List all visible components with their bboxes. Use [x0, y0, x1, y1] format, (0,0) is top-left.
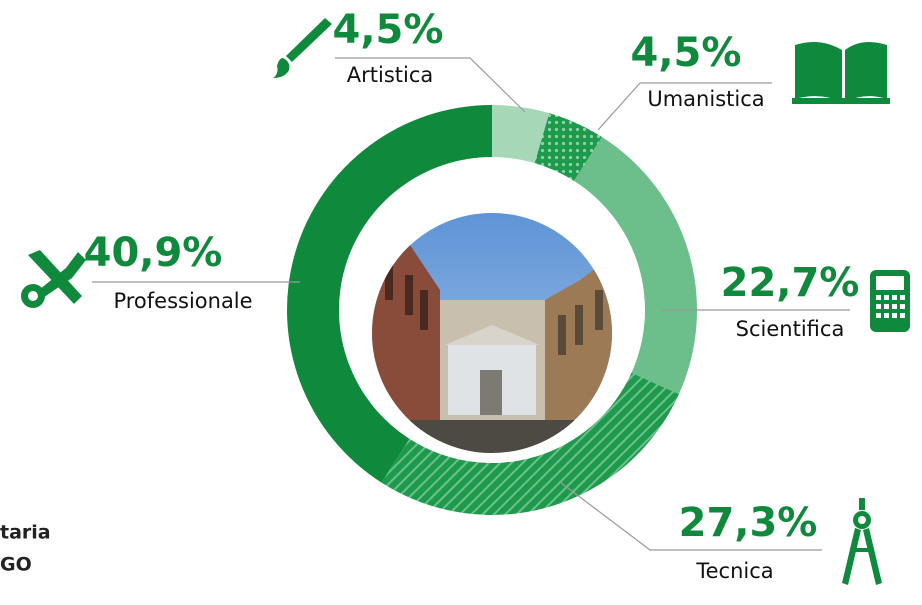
- category-label: Umanistica: [647, 87, 764, 111]
- category-label: Professionale: [113, 289, 252, 313]
- leader-line: [335, 57, 526, 113]
- value-label: 27,3%: [679, 500, 818, 546]
- category-label: Artistica: [347, 63, 434, 87]
- donut-segment: [492, 105, 550, 164]
- leader-line: [597, 82, 772, 131]
- category-label: Scientifica: [736, 317, 845, 341]
- value-label: 22,7%: [721, 260, 860, 306]
- value-label: 40,9%: [84, 230, 223, 276]
- calculator-icon: [870, 270, 910, 332]
- tools-icon: [21, 250, 86, 308]
- footer-text: taria: [0, 522, 51, 544]
- leader-line: [559, 481, 822, 551]
- value-label: 4,5%: [333, 7, 444, 53]
- donut-segment: [574, 136, 697, 395]
- compass-icon: [842, 498, 882, 585]
- donut-segment: [287, 105, 492, 483]
- value-label: 4,5%: [631, 30, 742, 76]
- brush-icon: [273, 18, 332, 78]
- footer-text: GO: [0, 554, 32, 576]
- donut-segment: [381, 372, 679, 515]
- category-label: Tecnica: [695, 559, 773, 583]
- donut-segment: [534, 113, 602, 181]
- book-icon: [792, 41, 890, 104]
- center-photo: [372, 213, 612, 453]
